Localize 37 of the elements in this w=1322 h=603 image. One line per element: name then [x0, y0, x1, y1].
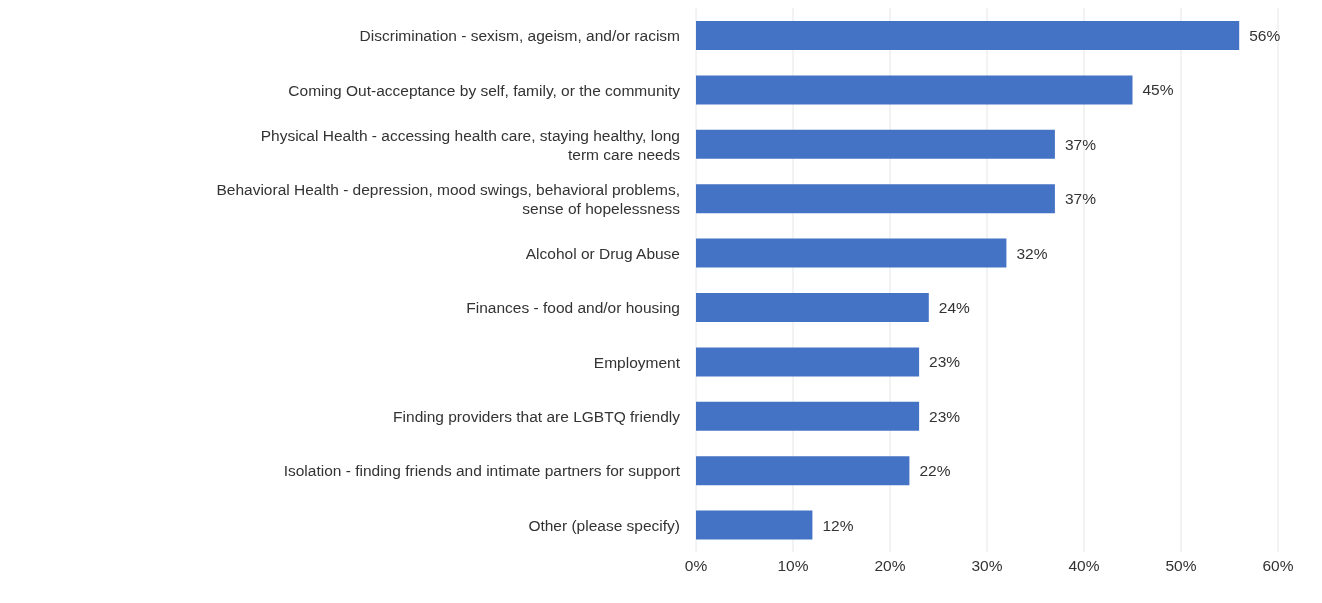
- data-label: 37%: [1064, 135, 1097, 153]
- data-label: 12%: [822, 516, 854, 534]
- x-tick-label: 40%: [1068, 557, 1100, 575]
- x-tick-label: 20%: [874, 557, 906, 575]
- y-tick-label: Employment: [593, 353, 681, 371]
- y-tick-label: Alcohol or Drug Abuse: [525, 244, 680, 262]
- data-label: 56%: [1249, 27, 1281, 44]
- y-tick-label: Finding providers that are LGBTQ friendly: [393, 407, 681, 425]
- y-tick-label: Other (please specify): [528, 516, 680, 534]
- bar: [696, 21, 1240, 50]
- x-tick-label: 10%: [777, 557, 809, 575]
- x-tick-label: 60%: [1262, 557, 1294, 575]
- bar: [696, 75, 1133, 105]
- bar: [696, 347, 920, 377]
- y-tick-label: Coming Out-acceptance by self, family, or the community: [288, 81, 681, 99]
- data-label: 22%: [919, 462, 951, 480]
- bar: [696, 456, 910, 486]
- x-tick-label: 30%: [971, 557, 1003, 575]
- y-tick-label: Discrimination - sexism, ageism, and/or racism: [359, 26, 680, 44]
- data-label: 23%: [929, 353, 961, 371]
- x-tick-label: 0%: [684, 557, 708, 575]
- data-label: 23%: [929, 407, 961, 425]
- y-tick-label: Physical Health - accessing health care, staying healthy, long term care needs: [260, 126, 681, 162]
- bar: [696, 293, 929, 322]
- bar: [696, 510, 813, 540]
- data-label: 37%: [1064, 190, 1097, 208]
- data-label: 32%: [1016, 244, 1048, 262]
- data-label: 24%: [938, 299, 971, 316]
- y-tick-label: Behavioral Health - depression, mood swings, behavioral problems, sense of hopelessness: [216, 180, 681, 217]
- y-tick-label: Isolation - finding friends and intimate partners for support: [283, 461, 681, 479]
- data-label: 45%: [1142, 81, 1174, 99]
- y-tick-label: Finances - food and/or housing: [466, 298, 680, 316]
- bar: [696, 184, 1055, 214]
- bar: [696, 238, 1007, 268]
- x-tick-label: 50%: [1165, 557, 1197, 575]
- bar: [696, 129, 1055, 159]
- bar: [696, 401, 920, 431]
